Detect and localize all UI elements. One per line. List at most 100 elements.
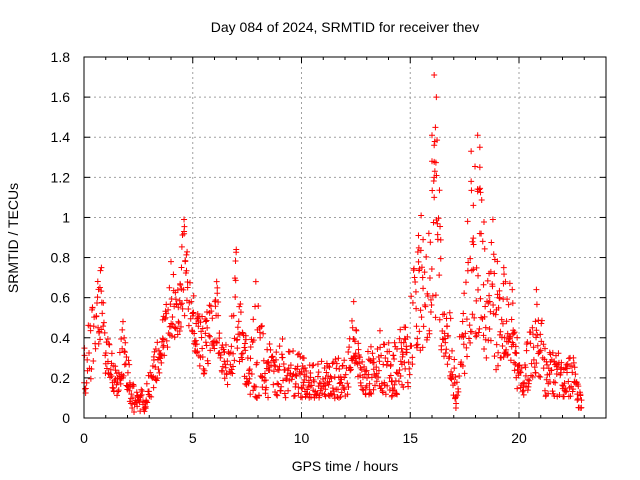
data-point <box>481 313 488 320</box>
data-point <box>563 361 570 368</box>
data-point <box>201 367 208 374</box>
data-point <box>341 374 348 381</box>
data-point <box>512 349 519 356</box>
data-point <box>446 353 453 360</box>
data-point <box>118 336 125 343</box>
data-point <box>472 163 479 170</box>
data-point <box>429 158 435 165</box>
data-point <box>359 386 366 393</box>
data-point <box>215 312 222 319</box>
data-point <box>468 328 475 335</box>
data-point <box>232 277 239 284</box>
data-point <box>523 347 530 354</box>
data-point <box>120 372 127 379</box>
data-point <box>418 264 425 271</box>
data-point <box>540 341 547 348</box>
data-point <box>460 310 467 317</box>
data-point <box>282 394 289 401</box>
data-point <box>522 372 529 379</box>
x-axis-label: GPS time / hours <box>292 458 399 474</box>
data-point <box>176 328 183 335</box>
data-point <box>170 271 177 278</box>
data-point <box>328 375 335 382</box>
data-point <box>549 388 556 395</box>
data-point <box>195 323 202 330</box>
data-point <box>526 377 533 384</box>
data-point <box>95 324 102 331</box>
data-point <box>291 392 298 399</box>
data-point <box>470 241 477 248</box>
data-point <box>578 397 585 404</box>
data-point <box>272 389 279 396</box>
data-point <box>544 361 551 368</box>
data-point <box>412 279 419 286</box>
data-point <box>518 364 525 371</box>
data-point <box>530 344 537 351</box>
data-point <box>219 368 226 375</box>
data-point <box>517 368 524 375</box>
data-point <box>315 369 322 376</box>
data-point <box>154 339 161 346</box>
data-point <box>128 391 135 398</box>
data-point <box>107 371 114 378</box>
data-point <box>119 326 126 333</box>
data-point <box>164 344 171 351</box>
data-point <box>497 328 504 335</box>
data-point <box>190 292 197 299</box>
data-point <box>483 354 490 361</box>
data-point <box>230 363 237 370</box>
data-point <box>197 319 204 326</box>
data-point <box>441 353 448 360</box>
data-point <box>389 392 396 399</box>
data-point <box>437 223 444 230</box>
data-point <box>349 324 356 331</box>
x-tick-label: 0 <box>80 430 88 446</box>
data-point <box>347 367 354 374</box>
data-point <box>452 373 459 380</box>
data-point <box>421 269 428 276</box>
data-point <box>413 323 420 330</box>
data-point <box>454 392 461 399</box>
data-point <box>344 380 351 387</box>
data-point <box>444 361 451 368</box>
data-point <box>255 302 262 309</box>
data-point <box>204 324 211 331</box>
data-point <box>178 264 185 271</box>
data-point <box>554 366 561 373</box>
data-point <box>471 314 478 321</box>
data-point <box>274 380 281 387</box>
data-point <box>115 387 122 394</box>
data-point <box>210 342 217 349</box>
data-point <box>235 318 242 325</box>
data-point <box>142 405 149 412</box>
data-point <box>99 310 106 317</box>
data-point <box>477 295 484 302</box>
data-point <box>431 174 438 181</box>
data-point <box>222 341 229 348</box>
data-point <box>138 391 145 398</box>
data-point <box>507 334 514 341</box>
data-point <box>451 356 458 363</box>
data-point <box>369 350 376 357</box>
data-point <box>83 379 90 386</box>
data-point <box>161 315 168 322</box>
data-point <box>211 345 218 352</box>
data-point <box>352 338 359 345</box>
data-point <box>529 324 536 331</box>
data-point <box>234 324 241 331</box>
data-point <box>308 394 315 401</box>
data-point <box>443 346 450 353</box>
data-point <box>273 391 280 398</box>
y-tick-label: 1.2 <box>51 169 71 185</box>
data-point <box>345 348 352 355</box>
data-point <box>248 371 255 378</box>
data-point <box>505 301 512 308</box>
data-point <box>299 394 306 401</box>
data-point <box>493 341 500 348</box>
data-point <box>548 367 555 374</box>
data-point <box>429 292 436 299</box>
data-point <box>543 376 550 383</box>
data-point <box>160 342 167 349</box>
data-point <box>524 387 531 394</box>
